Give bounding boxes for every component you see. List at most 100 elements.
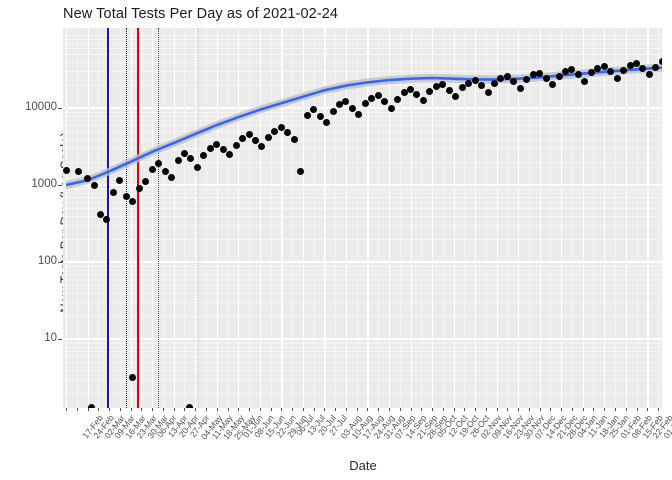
data-point [652,63,660,71]
x-tick-mark [399,408,401,411]
x-tick-mark [464,408,466,411]
data-point [129,197,137,205]
x-gridline [249,28,250,408]
x-tick-mark [302,408,304,411]
x-gridline [539,28,541,408]
data-point [484,88,492,96]
data-point [452,93,460,101]
x-gridline [442,28,444,408]
x-tick-mark [475,408,476,411]
data-point [419,97,427,104]
x-tick-mark [335,408,337,411]
x-gridline [302,28,305,408]
data-point [316,112,324,120]
data-point [478,82,485,90]
y-gridline-minor [63,111,662,113]
data-point [90,182,98,190]
x-tick-mark [281,408,283,411]
data-point [503,73,511,81]
data-point [264,133,272,141]
x-gridline [367,28,369,408]
x-gridline [173,28,175,408]
data-point [536,69,544,77]
x-gridline [399,28,401,408]
x-tick-mark [259,408,261,411]
y-gridline-minor [63,369,662,371]
x-gridline [485,28,487,408]
trend-overlay [65,63,662,190]
data-point [594,64,602,72]
x-gridline [518,28,520,408]
data-point [490,79,498,87]
x-gridline [119,28,121,408]
x-gridline [571,28,573,408]
y-gridline-minor [63,202,662,203]
x-tick-mark [658,408,659,411]
x-tick-mark [356,408,358,411]
x-gridline [141,28,143,408]
data-point [161,167,169,175]
data-point [368,94,376,102]
data-point [84,175,91,183]
y-gridline-major [63,107,662,109]
y-gridline-minor [63,392,662,394]
y-gridline-minor [63,54,662,55]
x-tick-mark [647,408,649,411]
y-gridline-minor [63,61,662,63]
data-point [413,90,421,98]
data-point [374,92,382,100]
data-point [432,83,440,90]
x-gridline [421,28,422,408]
data-point [439,81,447,89]
x-gridline [195,28,197,408]
y-gridline-minor [63,188,662,190]
y-gridline-minor [63,285,662,286]
x-tick-mark [87,408,89,411]
y-gridline-minor [63,138,662,140]
ref-line-2 [126,28,127,408]
data-point [329,108,337,115]
data-point [297,167,305,175]
data-point [658,58,662,66]
y-tick-label: 10000 [25,101,57,113]
x-tick-mark [496,408,498,411]
data-point [63,166,70,174]
data-point [639,64,647,72]
data-point [103,215,111,223]
x-tick-mark [238,408,240,411]
x-gridline [66,28,68,408]
x-gridline [636,28,638,408]
data-point [174,156,182,164]
data-point [323,118,330,126]
x-tick-mark [205,408,207,411]
data-point [187,155,195,163]
x-gridline [356,28,358,408]
x-tick-mark [528,408,530,411]
low-outlier [88,403,96,408]
y-tick-label: 100 [37,255,57,267]
x-tick-mark [76,408,78,411]
x-gridline [152,28,154,408]
data-point [600,62,608,70]
y-gridline-minor [63,148,662,150]
x-gridline [615,28,616,408]
x-gridline [292,28,293,408]
x-axis-title: Date [349,458,377,473]
data-point [465,79,473,87]
data-point [516,84,524,92]
y-gridline-minor [63,161,662,163]
y-tick-label: 10 [44,332,57,344]
data-point [361,99,369,107]
y-gridline-minor [63,273,662,275]
x-tick-mark [162,408,164,411]
data-point [355,111,363,119]
data-point [200,151,208,159]
x-gridline [475,28,477,408]
x-gridline [76,28,78,408]
y-gridline-minor [63,38,662,40]
y-gridline-minor [63,215,662,217]
x-gridline [259,28,262,408]
y-gridline-minor [63,362,662,363]
x-gridline [453,28,455,408]
y-gridline-minor [63,115,662,117]
